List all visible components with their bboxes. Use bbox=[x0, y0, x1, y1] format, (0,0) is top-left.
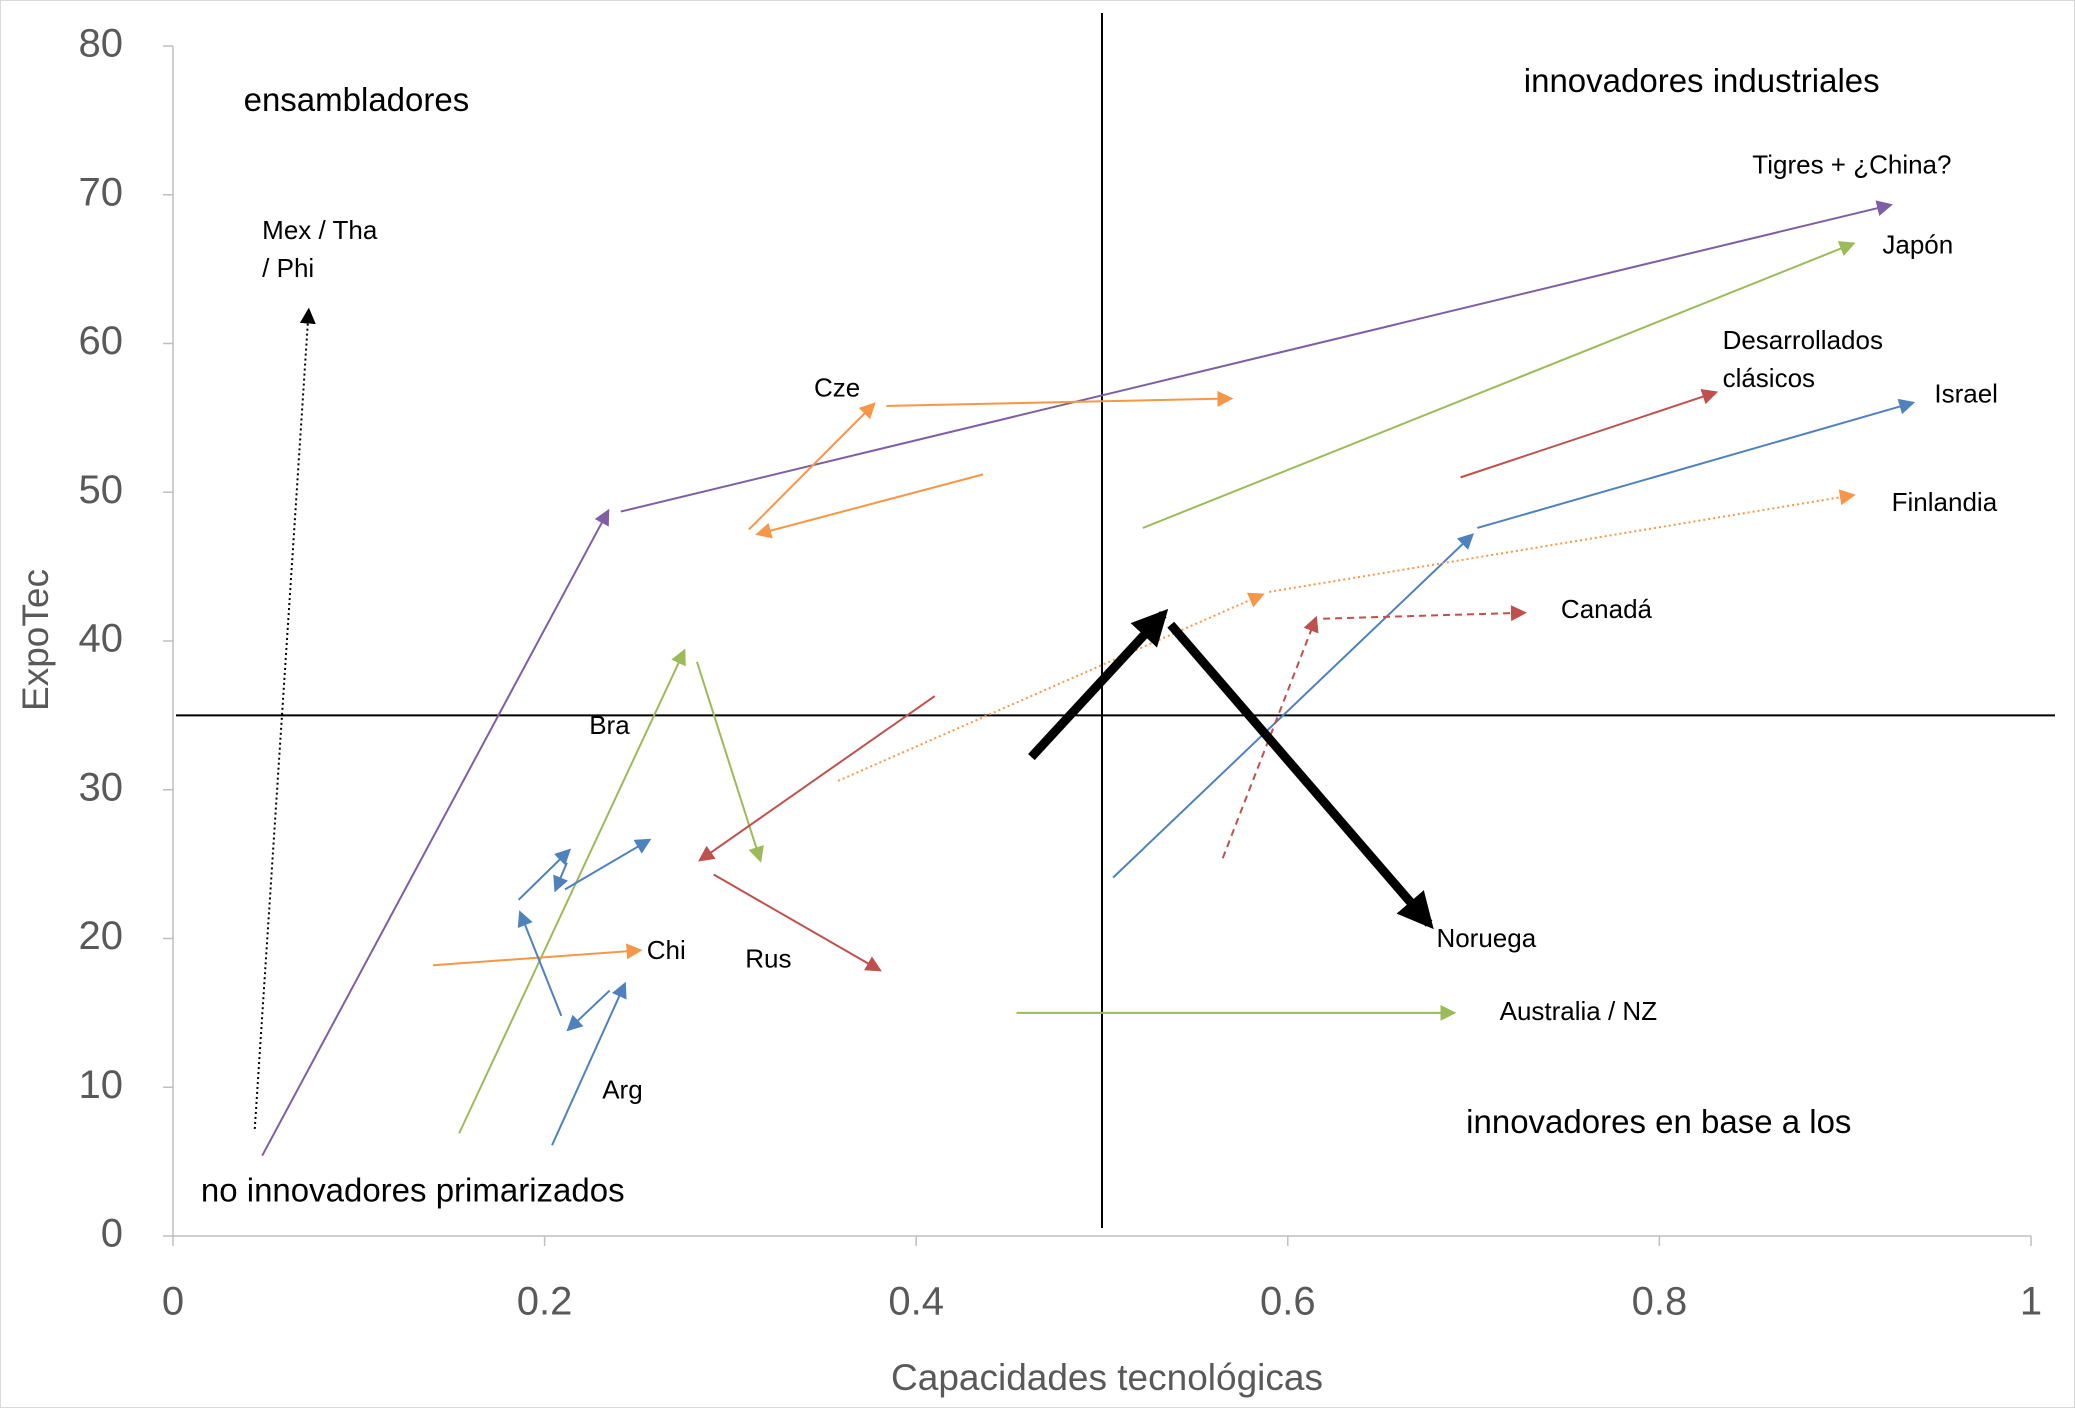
arrow bbox=[755, 473, 984, 539]
y-axis-title: ExpoTec bbox=[15, 569, 56, 711]
arrow bbox=[253, 307, 316, 1129]
arrow bbox=[1477, 398, 1916, 529]
arrow bbox=[713, 873, 882, 972]
annotation: clásicos bbox=[1723, 363, 1815, 393]
arrow bbox=[1142, 241, 1856, 529]
x-tick-label: 1 bbox=[2020, 1280, 2042, 1324]
x-tick-label: 0 bbox=[162, 1280, 184, 1324]
annotation: innovadores industriales bbox=[1524, 62, 1880, 99]
annotation: ensambladores bbox=[244, 81, 470, 118]
annotation: / Phi bbox=[262, 253, 314, 283]
arrow bbox=[551, 981, 627, 1146]
x-tick-label: 0.2 bbox=[517, 1280, 573, 1324]
x-tick-label: 0.8 bbox=[1632, 1280, 1688, 1324]
x-tick-label: 0.4 bbox=[888, 1280, 944, 1324]
x-tick-label: 0.6 bbox=[1260, 1280, 1316, 1324]
y-tick-label: 40 bbox=[79, 617, 124, 661]
y-tick-label: 60 bbox=[79, 319, 124, 363]
annotation: Desarrollados bbox=[1723, 325, 1883, 355]
arrow bbox=[1221, 615, 1319, 859]
arrow bbox=[696, 661, 764, 863]
y-tick-label: 20 bbox=[79, 914, 124, 958]
arrow bbox=[837, 592, 1265, 782]
arrow bbox=[458, 648, 686, 1134]
x-axis-title: Capacidades tecnológicas bbox=[891, 1357, 1323, 1398]
annotation: no innovadores primarizados bbox=[201, 1172, 625, 1209]
annotation: Mex / Tha bbox=[262, 215, 378, 245]
annotation: Tigres + ¿China? bbox=[1752, 149, 1951, 179]
y-tick-label: 10 bbox=[79, 1063, 124, 1107]
annotation: Japón bbox=[1882, 230, 1953, 260]
arrow bbox=[1460, 389, 1719, 479]
arrow bbox=[564, 838, 652, 891]
annotation: Arg bbox=[602, 1075, 642, 1105]
arrow bbox=[261, 508, 610, 1157]
y-tick-label: 30 bbox=[79, 765, 124, 809]
arrow bbox=[886, 390, 1234, 407]
annotation: Chi bbox=[647, 935, 686, 965]
annotation: Rus bbox=[745, 944, 791, 974]
arrow bbox=[620, 200, 1893, 513]
arrow bbox=[1167, 621, 1434, 930]
arrow bbox=[1112, 533, 1475, 879]
y-tick-label: 70 bbox=[79, 170, 124, 214]
annotation: Australia / NZ bbox=[1500, 996, 1658, 1026]
arrow bbox=[433, 943, 643, 967]
y-tick-label: 80 bbox=[79, 22, 124, 66]
arrow bbox=[1028, 608, 1169, 761]
annotation: Finlandia bbox=[1892, 487, 1998, 517]
annotation: innovadores en base a los bbox=[1466, 1103, 1851, 1140]
y-tick-label: 50 bbox=[79, 468, 124, 512]
annotation: Noruega bbox=[1436, 923, 1536, 953]
annotation: Israel bbox=[1934, 378, 1998, 408]
arrow bbox=[1323, 605, 1527, 622]
arrow bbox=[517, 910, 563, 1017]
annotation: Bra bbox=[589, 710, 630, 740]
arrow bbox=[553, 862, 569, 893]
arrow bbox=[748, 402, 876, 531]
arrow bbox=[566, 989, 611, 1032]
arrow bbox=[517, 848, 572, 901]
annotation: Cze bbox=[814, 372, 860, 402]
y-tick-label: 0 bbox=[101, 1212, 123, 1256]
arrow bbox=[698, 695, 936, 862]
arrow bbox=[1269, 489, 1856, 593]
annotation: Canadá bbox=[1561, 594, 1653, 624]
